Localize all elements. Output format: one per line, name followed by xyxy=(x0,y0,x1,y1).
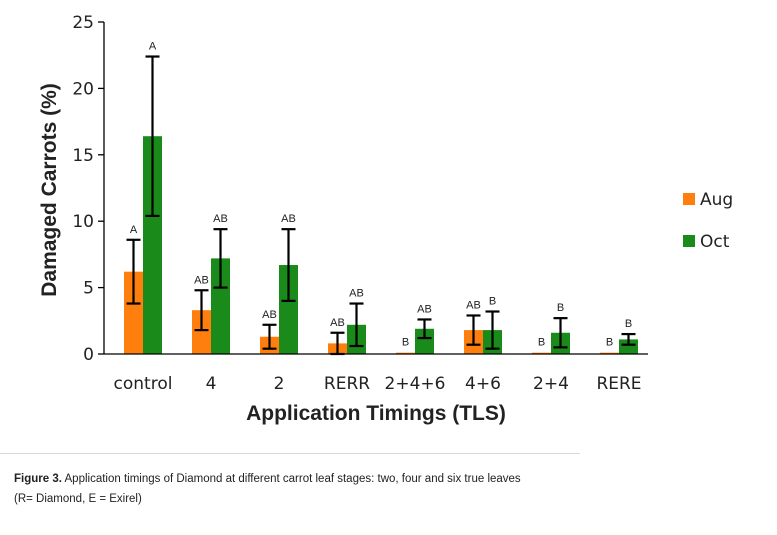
y-tick-label: 0 xyxy=(83,345,94,365)
y-tick-label: 15 xyxy=(72,146,94,166)
significance-label: AB xyxy=(466,299,481,311)
y-axis: 0 5 10 15 20 25 xyxy=(72,13,105,365)
significance-label: B xyxy=(557,302,564,314)
x-axis: control 4 2 RERR 2+4+6 4+6 2+4 RERE xyxy=(104,353,648,394)
bar-aug xyxy=(600,352,619,354)
significance-label: B xyxy=(538,337,545,349)
bar-aug xyxy=(192,310,211,354)
x-tick-label: RERE xyxy=(596,374,641,394)
x-tick-label: 2 xyxy=(274,374,285,394)
x-tick-label: RERR xyxy=(324,374,370,394)
significance-label: B xyxy=(606,337,613,349)
legend-swatch-aug xyxy=(683,193,695,205)
bar-aug xyxy=(396,352,415,354)
bar-aug xyxy=(124,271,143,354)
x-tick-label: 2+4 xyxy=(533,374,569,394)
significance-label: AB xyxy=(349,288,364,300)
significance-label: B xyxy=(402,337,409,349)
significance-label: AB xyxy=(213,213,228,225)
y-tick-label: 10 xyxy=(72,212,94,232)
significance-label: AB xyxy=(281,213,296,225)
bar-oct xyxy=(619,339,638,354)
figure-caption: Figure 3. Application timings of Diamond… xyxy=(14,469,574,509)
bar-oct xyxy=(143,136,162,354)
y-axis-title: Damaged Carrots (%) xyxy=(38,83,61,297)
significance-label: AB xyxy=(417,303,432,315)
y-tick-label: 5 xyxy=(83,279,94,299)
significance-label: A xyxy=(149,41,157,53)
bar-oct xyxy=(211,258,230,354)
x-tick-label: control xyxy=(114,374,173,394)
significance-label: AB xyxy=(262,309,277,321)
significance-label: AB xyxy=(330,317,345,329)
x-tick-label: 4 xyxy=(206,374,217,394)
legend-swatch-oct xyxy=(683,235,695,247)
bar-oct xyxy=(415,328,434,354)
caption-line2: (R= Diamond, E = Exirel) xyxy=(14,493,142,505)
y-tick-label: 20 xyxy=(72,79,94,99)
caption-divider xyxy=(0,453,580,454)
legend: Aug Oct xyxy=(683,190,733,252)
x-tick-label: 2+4+6 xyxy=(385,374,446,394)
caption-text: Application timings of Diamond at differ… xyxy=(61,473,521,485)
x-axis-title: Application Timings (TLS) xyxy=(246,402,506,425)
legend-label-aug: Aug xyxy=(700,190,733,210)
y-tick-label: 25 xyxy=(72,13,94,33)
caption-label: Figure 3. xyxy=(14,473,62,485)
legend-label-oct: Oct xyxy=(700,232,730,252)
significance-label: A xyxy=(130,224,138,236)
significance-label: AB xyxy=(194,274,209,286)
bar-aug xyxy=(532,352,551,354)
significance-label: B xyxy=(489,296,496,308)
significance-label: B xyxy=(625,318,632,330)
bar-oct xyxy=(279,265,298,354)
x-tick-label: 4+6 xyxy=(465,374,501,394)
